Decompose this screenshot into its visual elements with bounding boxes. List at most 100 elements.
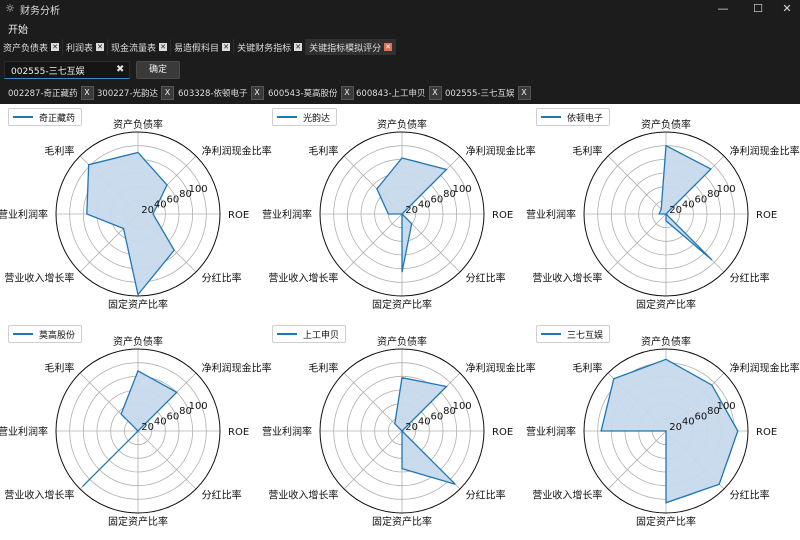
- legend-series-name: 上工申贝: [303, 330, 340, 341]
- radar-tick-label: 100: [717, 184, 736, 195]
- radar-axis-label: ROE: [228, 427, 249, 438]
- tab-close-icon[interactable]: ✕: [294, 43, 303, 51]
- radar-axis-label: 毛利率: [44, 361, 74, 374]
- radar-axis-label: 净利润现金比率: [730, 144, 800, 157]
- tab-close-icon[interactable]: ✕: [159, 43, 168, 51]
- tab-key-indicators[interactable]: 关键财务指标 ✕: [234, 39, 307, 55]
- radar-axis-label: 分红比率: [466, 489, 506, 502]
- radar-axis-label: 营业收入增长率: [268, 272, 338, 285]
- radar-spoke: [137, 430, 197, 490]
- radar-frame: [583, 131, 749, 297]
- legend-series-name: 光韵达: [303, 113, 331, 124]
- radar-series-area: [86, 151, 175, 297]
- legend-line-swatch: [277, 116, 297, 118]
- radar-series-area: [394, 376, 456, 485]
- radar-axis-label: 资产负债率: [113, 118, 163, 131]
- radar-tick-label: 60: [431, 194, 444, 205]
- remove-stock-button[interactable]: X: [428, 86, 442, 100]
- radar-tick-label: 20: [669, 205, 682, 216]
- chart-legend: 奇正藏药: [8, 108, 83, 126]
- radar-axis-label: 营业收入增长率: [532, 272, 602, 285]
- menu-bar: 开始: [0, 18, 800, 38]
- radar-tick-label: 20: [405, 422, 418, 433]
- maximize-button[interactable]: ☐: [753, 2, 763, 15]
- radar-series-area: [376, 157, 448, 273]
- radar-frame: [55, 348, 221, 514]
- tab-fraud-prone-items[interactable]: 易造假科目 ✕: [171, 39, 235, 55]
- chart-legend: 三七互娱: [536, 325, 611, 343]
- radar-axis-label: 毛利率: [572, 361, 602, 374]
- radar-axis-label: 营业利润率: [262, 425, 312, 438]
- radar-axis-label: 资产负债率: [377, 118, 427, 131]
- stock-chip: 002555-三七互娱 X: [441, 85, 531, 101]
- remove-stock-button[interactable]: X: [161, 86, 175, 100]
- radar-axis-label: 营业收入增长率: [532, 489, 602, 502]
- radar-axis-label: 毛利率: [572, 144, 602, 157]
- stock-chip-label: 600543-莫高股份: [268, 89, 338, 99]
- remove-stock-button[interactable]: X: [250, 86, 264, 100]
- stock-chip-label: 600843-上工申贝: [356, 89, 426, 99]
- tab-cash-flow[interactable]: 现金流量表 ✕: [108, 39, 172, 55]
- clear-icon[interactable]: ✖: [116, 64, 125, 75]
- legend-series-name: 莫高股份: [39, 330, 76, 341]
- radar-axis-label: ROE: [228, 210, 249, 221]
- settings-icon: ☼: [5, 2, 15, 15]
- radar-spoke: [343, 213, 403, 273]
- radar-axis-label: 营业利润率: [262, 208, 312, 221]
- tab-label: 易造假科目: [174, 43, 220, 54]
- title-bar: ☼ 财务分析: [0, 0, 800, 18]
- radar-axis-label: 营业利润率: [526, 208, 576, 221]
- radar-tick-label: 100: [717, 401, 736, 412]
- tab-close-icon[interactable]: ✕: [51, 43, 60, 51]
- radar-axis-label: ROE: [756, 210, 777, 221]
- menu-start[interactable]: 开始: [8, 24, 28, 36]
- remove-stock-button[interactable]: X: [80, 86, 94, 100]
- radar-charts-svg: 20 40 60 80100ROE净利润现金比率资产负债率毛利率营业利润率营业收入增长…: [0, 118, 800, 528]
- radar-tick-label: 80: [707, 189, 720, 200]
- radar-spoke: [607, 213, 667, 273]
- tab-label: 关键财务指标: [237, 43, 292, 54]
- search-row: ✖ 确定: [0, 58, 800, 84]
- tab-balance-sheet[interactable]: 资产负债表 ✕: [0, 39, 64, 55]
- radar-axis-label: 净利润现金比率: [730, 361, 800, 374]
- tab-indicator-scoring[interactable]: 关键指标模拟评分 ✕: [306, 39, 397, 55]
- radar-tick-label: 80: [179, 406, 192, 417]
- tab-close-icon[interactable]: ✕: [222, 43, 231, 51]
- radar-series-area: [658, 144, 713, 261]
- window-title: 财务分析: [20, 5, 60, 17]
- minimize-button[interactable]: —: [717, 2, 729, 15]
- radar-axis-label: 净利润现金比率: [202, 361, 272, 374]
- radar-axis-label: 分红比率: [202, 489, 242, 502]
- radar-axis-label: 分红比率: [730, 489, 770, 502]
- tab-label: 现金流量表: [111, 43, 157, 54]
- tab-label: 关键指标模拟评分: [309, 43, 382, 54]
- radar-tick-label: 80: [179, 189, 192, 200]
- close-button[interactable]: ✕: [782, 2, 792, 15]
- radar-series-area: [81, 369, 178, 488]
- radar-axis-label: 营业收入增长率: [4, 489, 74, 502]
- radar-spoke: [343, 430, 403, 490]
- radar-axis-label: 毛利率: [308, 361, 338, 374]
- stock-chip-label: 300227-光韵达: [97, 89, 159, 99]
- radar-tick-label: 80: [443, 189, 456, 200]
- radar-tick-label: 80: [707, 406, 720, 417]
- tab-bar: 资产负债表 ✕ 利润表 ✕ 现金流量表 ✕ 易造假科目 ✕ 关键财务指标 ✕ 关键指标模拟…: [0, 39, 800, 55]
- legend-line-swatch: [541, 333, 561, 335]
- radar-axis-label: 分红比率: [730, 272, 770, 285]
- radar-axis-label: 营业收入增长率: [4, 272, 74, 285]
- stock-chip: 002287-奇正藏药 X: [4, 85, 94, 101]
- radar-tick-label: 40: [682, 417, 695, 428]
- stock-search-input[interactable]: [4, 61, 130, 79]
- radar-axis-label: ROE: [492, 427, 513, 438]
- confirm-button[interactable]: 确定: [136, 61, 180, 79]
- tab-close-icon[interactable]: ✕: [96, 43, 105, 51]
- remove-stock-button[interactable]: X: [517, 86, 531, 100]
- legend-series-name: 依顿电子: [567, 113, 604, 124]
- tab-income-statement[interactable]: 利润表 ✕: [63, 39, 109, 55]
- radar-tick-label: 20: [141, 205, 154, 216]
- radar-tick-label: 60: [695, 194, 708, 205]
- tab-close-icon[interactable]: ✕: [384, 43, 393, 51]
- remove-stock-button[interactable]: X: [340, 86, 354, 100]
